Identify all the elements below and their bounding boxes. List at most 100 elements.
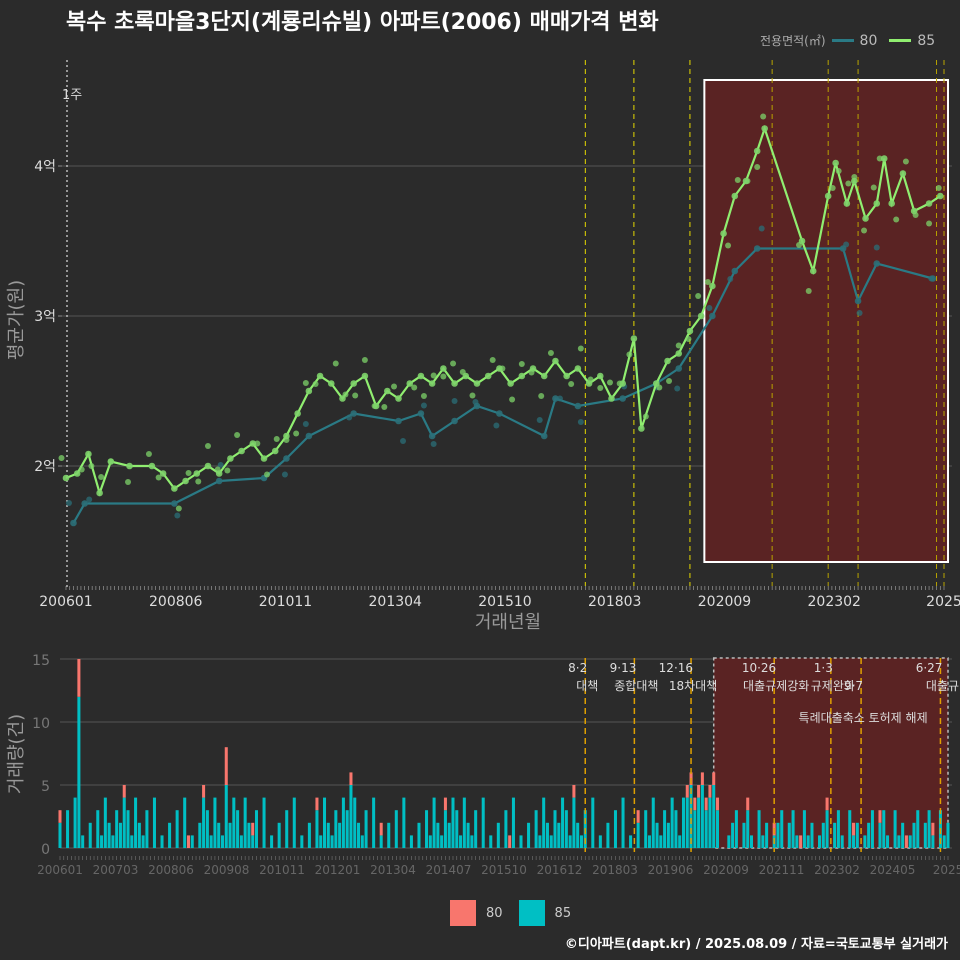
data-point-85: [587, 376, 594, 383]
bar-85: [379, 835, 383, 848]
y-tick-label: 2억: [34, 459, 56, 475]
bar-85: [659, 835, 663, 848]
bar-85: [663, 810, 667, 848]
bar-85: [387, 822, 391, 848]
bar-85: [746, 810, 750, 848]
data-point-85: [835, 168, 842, 174]
bar-85: [115, 810, 119, 848]
bar-80: [697, 785, 701, 798]
bar-y-tick-label: 10: [32, 716, 50, 732]
bar-85: [538, 835, 542, 848]
data-point-85: [606, 379, 613, 386]
bar-85: [545, 822, 549, 848]
data-point-85: [563, 372, 570, 380]
bar-85: [285, 810, 289, 848]
x-tick-label: 201304: [369, 594, 423, 610]
bar-85: [897, 835, 901, 848]
bar-80: [379, 822, 383, 836]
data-point-85: [912, 212, 919, 218]
bar-85: [579, 835, 583, 848]
bar-y-tick-label: 0: [41, 842, 50, 858]
policy-date-label: 1·3: [814, 661, 833, 675]
bar-80: [799, 835, 803, 848]
bar-85: [270, 835, 274, 848]
bar-85: [372, 797, 376, 848]
data-point-80: [86, 496, 93, 503]
data-point-80: [350, 410, 357, 417]
bar-85: [734, 810, 738, 848]
data-point-85: [440, 373, 447, 380]
legend-swatch-85: [889, 39, 912, 42]
data-point-85: [469, 392, 476, 399]
bar-85: [451, 797, 455, 848]
bar-85: [901, 822, 905, 848]
policy-text-label: 대책: [576, 678, 598, 693]
bar-85: [137, 822, 141, 848]
data-point-80: [451, 398, 458, 404]
data-point-80: [753, 245, 761, 252]
bar-85: [300, 835, 304, 848]
bar-85: [247, 822, 251, 848]
data-point-85: [271, 447, 279, 455]
bar-85: [833, 822, 837, 848]
bar-85: [103, 797, 107, 848]
bar-85: [511, 797, 515, 848]
policy-date-label: 10·26: [742, 661, 776, 675]
data-point-85: [888, 200, 895, 207]
bar-85: [666, 822, 670, 848]
data-point-80: [305, 432, 313, 440]
bar-85: [345, 810, 349, 848]
bar-85: [111, 835, 115, 848]
bar-85: [534, 810, 538, 848]
policy-date-label: 6·27: [916, 661, 943, 675]
bar-85: [553, 810, 557, 848]
data-point-85: [417, 372, 425, 380]
bar-85: [855, 822, 859, 848]
bar-80: [685, 785, 689, 798]
bar-85: [712, 785, 716, 848]
bar-85: [81, 835, 85, 848]
data-point-80: [928, 275, 935, 282]
bar-80: [931, 822, 935, 836]
bar-85: [168, 822, 172, 848]
bar-85: [776, 822, 780, 848]
data-point-80: [472, 399, 479, 405]
data-point-80: [215, 477, 223, 485]
data-point-85: [626, 351, 633, 358]
bar-85: [621, 797, 625, 848]
bar-85: [100, 835, 104, 848]
data-point-85: [499, 365, 506, 372]
data-point-85: [342, 391, 349, 398]
bar-85: [878, 822, 882, 848]
bar-85: [840, 835, 844, 848]
bar-80: [852, 822, 856, 836]
bar-85: [806, 835, 810, 848]
bar-85: [462, 797, 466, 848]
bar-85: [315, 810, 319, 848]
bar-85: [606, 822, 610, 848]
policy-text-label: 대출규제강화: [743, 679, 809, 693]
bar-85: [852, 835, 856, 848]
data-point-80: [675, 365, 683, 372]
data-point-85: [420, 393, 427, 399]
bar-85: [338, 822, 342, 848]
bar-85: [243, 797, 247, 848]
bar-x-tick-label: 201011: [259, 863, 305, 877]
bar-85: [644, 810, 648, 848]
data-point-80: [731, 267, 739, 275]
bar-80: [746, 797, 750, 811]
policy-text-label: 규제완화: [811, 679, 855, 693]
bar-85: [931, 835, 935, 848]
data-point-85: [695, 293, 702, 299]
bar-x-tick-label: 201510: [481, 863, 527, 877]
data-point-80: [281, 471, 288, 478]
data-point-85: [754, 164, 761, 170]
data-point-85: [249, 440, 257, 447]
data-point-85: [273, 436, 280, 442]
bar-x-tick-label: 202405: [870, 863, 916, 877]
bar-85: [96, 810, 100, 848]
data-point-85: [489, 357, 496, 363]
data-point-85: [880, 155, 888, 162]
bar-85: [527, 822, 531, 848]
bar-85: [893, 810, 897, 848]
